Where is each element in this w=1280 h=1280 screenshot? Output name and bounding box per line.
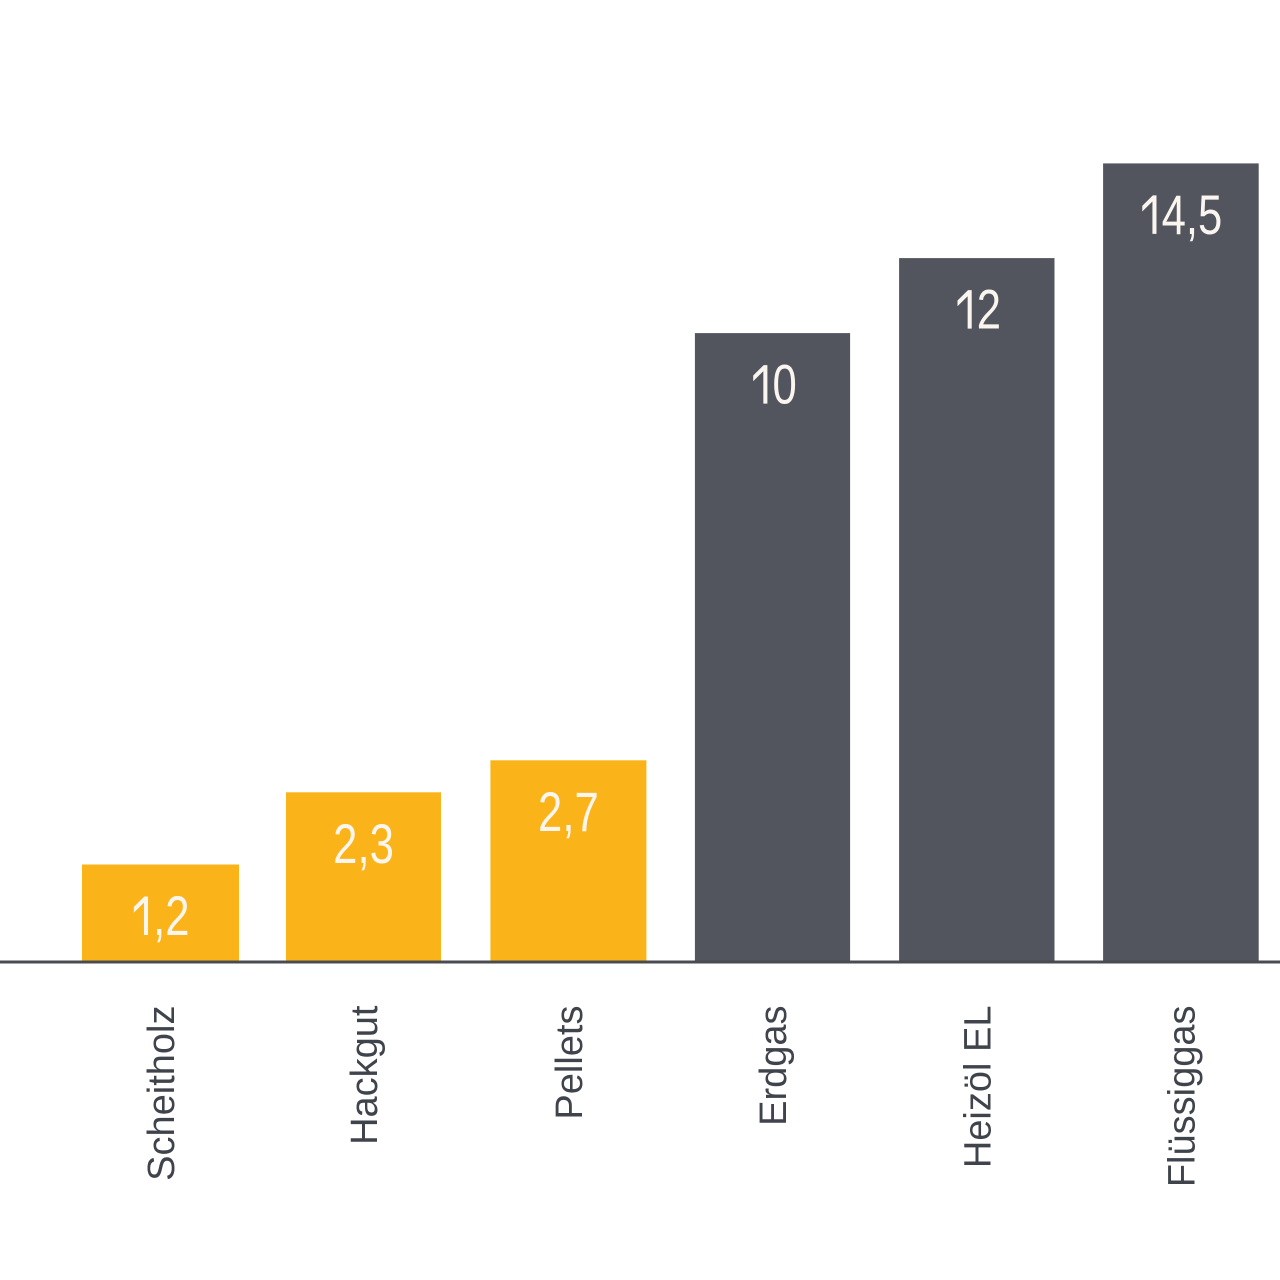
svg-text:2: 2 [977, 278, 1001, 340]
svg-text:0: 0 [773, 353, 797, 415]
svg-text:2,7: 2,7 [538, 781, 599, 843]
svg-text:4: 4 [1162, 184, 1186, 246]
svg-text:Heizöl EL: Heizöl EL [957, 1006, 999, 1169]
svg-text:Erdgas: Erdgas [753, 1006, 795, 1126]
svg-text:Hackgut: Hackgut [344, 1005, 386, 1145]
svg-text:Flüssiggas: Flüssiggas [1161, 1006, 1203, 1188]
svg-text:2: 2 [165, 885, 189, 947]
svg-text:Pellets: Pellets [549, 1006, 591, 1120]
svg-text:,: , [153, 885, 165, 947]
svg-text:,: , [1186, 184, 1198, 246]
svg-text:Scheitholz: Scheitholz [141, 1006, 183, 1181]
svg-text:5: 5 [1198, 184, 1222, 246]
svg-text:2,3: 2,3 [333, 813, 394, 875]
